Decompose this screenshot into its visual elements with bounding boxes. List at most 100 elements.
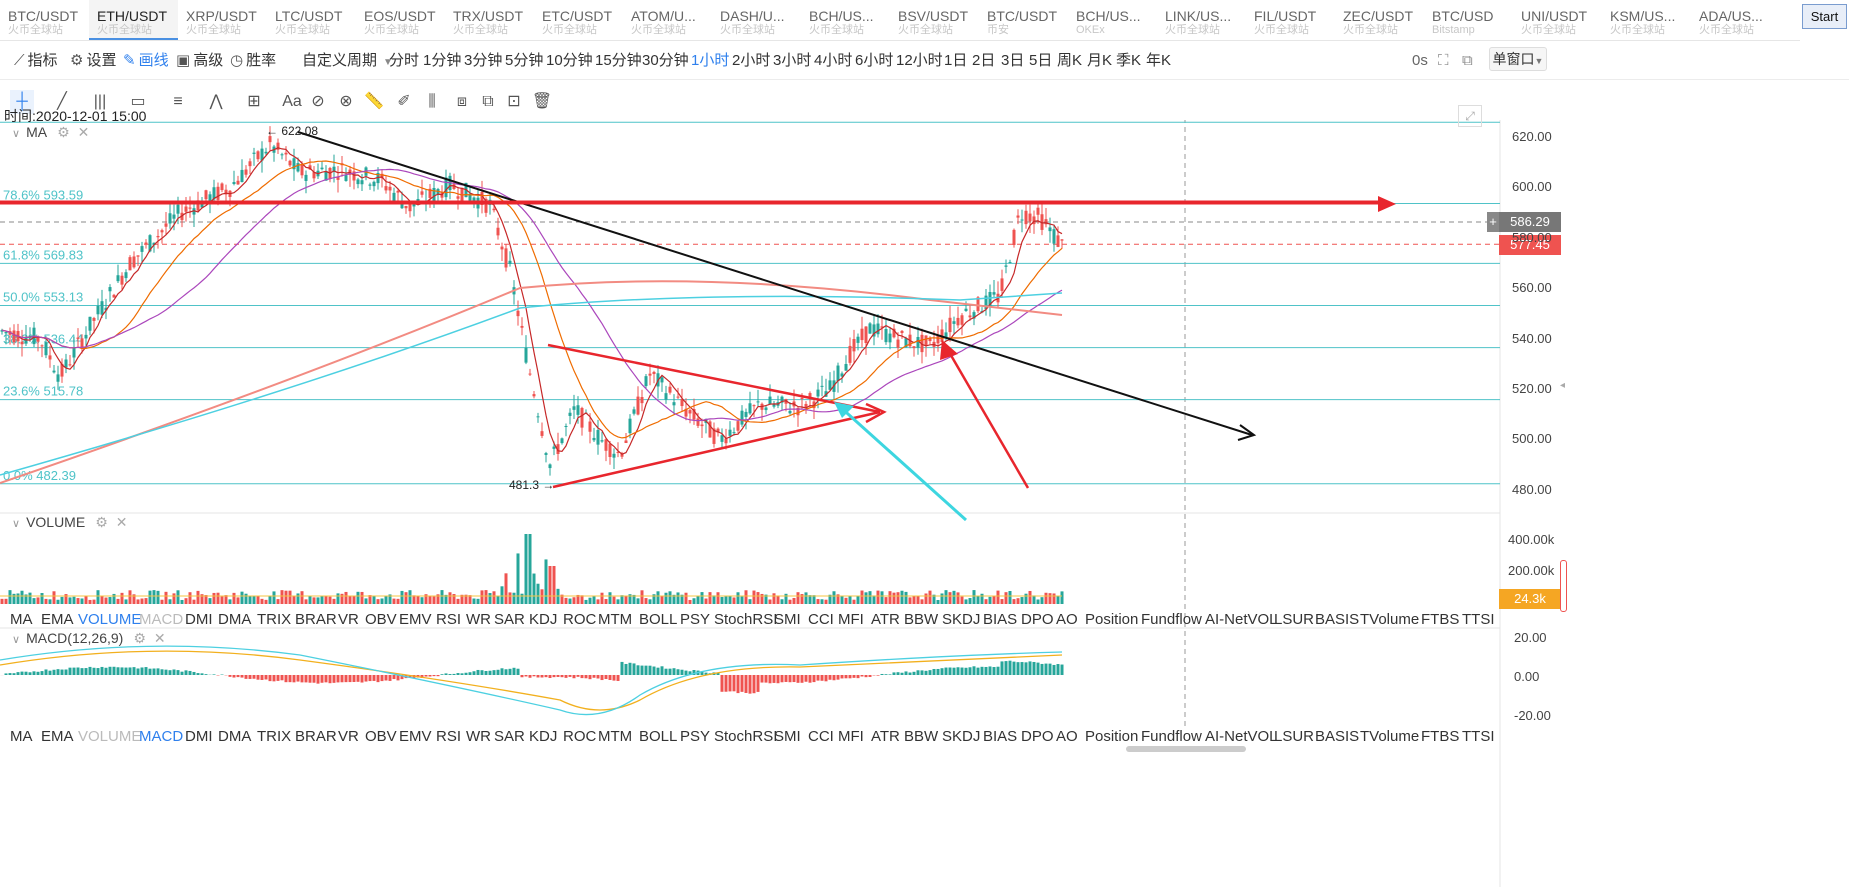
period-option[interactable]: 年K (1146, 52, 1172, 69)
indicator-option[interactable]: BIAS (983, 611, 1018, 628)
symbol-tab[interactable]: XRP/USDT 火币全球站 (178, 0, 267, 40)
collapse-icon[interactable]: ∨ (12, 518, 21, 530)
indicator-option[interactable]: EMV (399, 611, 432, 628)
indicator-button[interactable]: ⟋ 指标 (14, 52, 58, 70)
popout-icon[interactable]: ⧉ (1462, 52, 1473, 69)
indicator-option[interactable]: Position (1085, 611, 1139, 628)
indicator-option[interactable]: OBV (365, 728, 397, 745)
indicator-option[interactable]: SAR (494, 728, 525, 745)
indicator-option[interactable]: BASIS (1315, 728, 1360, 745)
symbol-tab[interactable]: ATOM/U... 火币全球站 (623, 0, 712, 40)
indicator-option[interactable]: MA (10, 611, 33, 628)
indicator-option[interactable]: WR (466, 728, 491, 745)
period-option[interactable]: 季K (1116, 52, 1142, 69)
indicator-option[interactable]: CCI (808, 728, 834, 745)
symbol-tab[interactable]: FIL/USDT 火币全球站 (1246, 0, 1335, 40)
period-option[interactable]: 月K (1087, 52, 1113, 69)
indicator-option[interactable]: EMA (41, 611, 74, 628)
trendline-icon[interactable]: ╱ (57, 93, 67, 110)
indicator-option[interactable]: LSUR (1274, 611, 1315, 628)
indicator-option[interactable]: LSUR (1274, 728, 1315, 745)
indicator-option[interactable]: SMI (774, 611, 801, 628)
indicator-option[interactable]: Fundflow (1141, 611, 1202, 628)
symbol-tab[interactable]: BCH/US... OKEx (1068, 0, 1157, 40)
indicator-option[interactable]: AI-NetVOL (1205, 611, 1278, 628)
indicator-option[interactable]: PSY (680, 611, 711, 628)
period-option[interactable]: 5分钟 (505, 52, 544, 69)
indicator-option[interactable]: CCI (808, 611, 834, 628)
settings-button[interactable]: ⚙ 设置 (70, 52, 116, 70)
period-option[interactable]: 2日 (972, 52, 996, 69)
ruler-icon[interactable]: 📏 (364, 93, 384, 110)
symbol-tab[interactable]: BTC/USDT 币安 (979, 0, 1068, 40)
indicator-option[interactable]: AO (1056, 611, 1078, 628)
indicator-option[interactable]: BIAS (983, 728, 1018, 745)
indicator-option[interactable]: KDJ (529, 728, 558, 745)
period-option[interactable]: 30分钟 (642, 52, 689, 69)
indicator-option[interactable]: FTBS (1421, 611, 1460, 628)
symbol-tab[interactable]: EOS/USDT 火币全球站 (356, 0, 445, 40)
crosshair-icon[interactable]: ┼ (10, 90, 34, 114)
screenshot-icon[interactable]: ⛶ (1438, 52, 1449, 69)
indicator-option[interactable]: TTSI (1462, 611, 1495, 628)
indicator-option[interactable]: SMI (774, 728, 801, 745)
indicator-option[interactable]: BBW (904, 728, 939, 745)
indicator-option[interactable]: VR (338, 611, 359, 628)
indicator-option[interactable]: MACD (139, 611, 184, 628)
magnet-icon[interactable]: ⊡ (507, 93, 521, 110)
horizontal-scrollbar[interactable] (1126, 746, 1246, 752)
symbol-tab[interactable]: ETH/USDT 火币全球站 (89, 0, 178, 40)
text-icon[interactable]: Aa (282, 93, 302, 110)
indicator-option[interactable]: Position (1085, 728, 1139, 745)
symbol-tab[interactable]: ADA/US... 火币全球站 (1691, 0, 1780, 40)
collapse-icon[interactable]: ∨ (12, 128, 21, 140)
indicator-option[interactable]: ATR (871, 611, 900, 628)
parallel-channel-icon[interactable]: ≡ (173, 93, 183, 110)
symbol-tab[interactable]: BCH/US... 火币全球站 (801, 0, 890, 40)
indicator-option[interactable]: BRAR (295, 611, 337, 628)
indicator-option[interactable]: SKDJ (942, 611, 981, 628)
gear-icon[interactable]: ⚙ (57, 124, 70, 140)
symbol-tab[interactable]: BTC/USDT 火币全球站 (0, 0, 89, 40)
indicator-option[interactable]: SAR (494, 611, 525, 628)
indicator-option[interactable]: BASIS (1315, 611, 1360, 628)
indicator-option[interactable]: ATR (871, 728, 900, 745)
trash-icon[interactable]: 🗑 (531, 93, 553, 110)
indicator-option[interactable]: WR (466, 611, 491, 628)
indicator-option[interactable]: TRIX (257, 611, 292, 628)
start-button[interactable]: Start (1802, 4, 1847, 29)
collapse-icon[interactable]: ∨ (12, 634, 21, 646)
indicator-option[interactable]: RSI (436, 728, 462, 745)
period-option[interactable]: 3日 (1001, 52, 1025, 69)
period-option[interactable]: 4小时 (814, 52, 853, 69)
indicator-option[interactable]: ROC (563, 611, 597, 628)
fullscreen-icon[interactable]: ⤢ (1458, 105, 1482, 127)
indicator-option[interactable]: AI-NetVOL (1205, 728, 1278, 745)
indicator-option[interactable]: BRAR (295, 728, 337, 745)
close-icon[interactable]: ✕ (77, 124, 90, 140)
indicator-option[interactable]: EMA (41, 728, 74, 745)
indicator-option[interactable]: MTM (598, 611, 633, 628)
period-option[interactable]: 1小时 (691, 52, 730, 69)
window-mode-dropdown[interactable]: 单窗口▼ (1489, 47, 1547, 71)
close-icon[interactable]: ✕ (153, 630, 166, 646)
period-option[interactable]: 周K (1057, 52, 1083, 69)
indicator-option[interactable]: DPO (1021, 611, 1054, 628)
gear-icon[interactable]: ⚙ (133, 630, 146, 646)
indicator-option[interactable]: VR (338, 728, 359, 745)
indicator-option[interactable]: ROC (563, 728, 597, 745)
symbol-tab[interactable]: ZEC/USDT 火币全球站 (1335, 0, 1424, 40)
period-option[interactable]: 3分钟 (464, 52, 503, 69)
indicator-option[interactable]: Fundflow (1141, 728, 1202, 745)
indicator-option[interactable]: TRIX (257, 728, 292, 745)
period-option[interactable]: 10分钟 (546, 52, 593, 69)
gear-icon[interactable]: ⚙ (95, 514, 108, 530)
indicator-option[interactable]: KDJ (529, 611, 558, 628)
lock-icon[interactable]: ⧈ (456, 93, 468, 110)
indicator-option[interactable]: MA (10, 728, 33, 745)
period-option[interactable]: 12小时 (896, 52, 943, 69)
indicator-option[interactable]: DMI (185, 728, 213, 745)
symbol-tab[interactable]: KSM/US... 火币全球站 (1602, 0, 1691, 40)
period-option[interactable]: 1日 (944, 52, 968, 69)
symbol-tab[interactable]: TRX/USDT 火币全球站 (445, 0, 534, 40)
